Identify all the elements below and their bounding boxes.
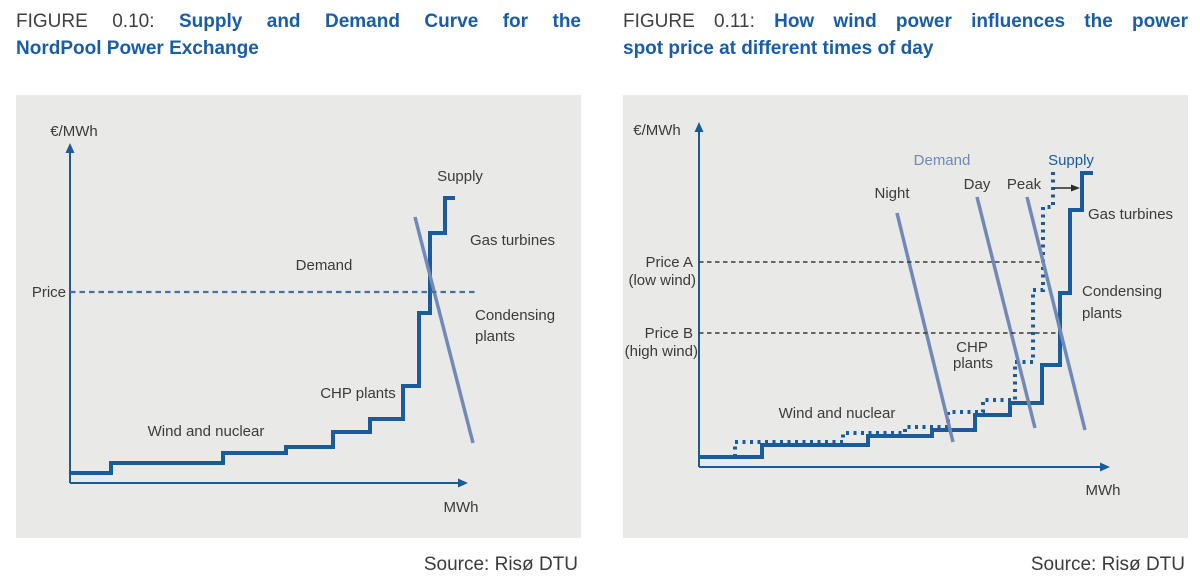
chart-panel-right: €/MWh Demand Supply Night Day Peak Price A (low…	[623, 95, 1188, 538]
svg-text:Wind and nuclear: Wind and nuclear	[779, 405, 896, 422]
svg-text:(high wind): (high wind)	[625, 343, 698, 360]
svg-text:Condensing: Condensing	[475, 307, 555, 324]
source-credit-right: Source: Risø DTU	[1030, 554, 1185, 575]
svg-text:Condensing: Condensing	[1082, 283, 1162, 300]
svg-text:CHP: CHP	[956, 339, 988, 356]
svg-text:plants: plants	[1082, 305, 1122, 322]
svg-text:Gas turbines: Gas turbines	[470, 232, 555, 249]
svg-text:Supply: Supply	[1048, 152, 1094, 169]
figure-0-11: FIGURE 0.11: How wind power influences t…	[623, 8, 1188, 575]
svg-text:(low wind): (low wind)	[628, 272, 696, 289]
figure-0-10-caption: FIGURE 0.10: Supply and Demand Curve for…	[16, 8, 581, 62]
caption-line-1: FIGURE 0.11: How wind power influences t…	[623, 8, 1188, 35]
source-credit-left: Source: Risø DTU	[423, 554, 578, 575]
svg-text:MWh: MWh	[444, 499, 479, 516]
caption-line-1: FIGURE 0.10: Supply and Demand Curve for…	[16, 8, 581, 35]
caption-prefix: FIGURE 0.10:	[16, 11, 155, 32]
figure-0-11-caption: FIGURE 0.11: How wind power influences t…	[623, 8, 1188, 62]
wind-price-chart: €/MWh Demand Supply Night Day Peak Price A(low…	[625, 122, 1173, 499]
svg-text:Price: Price	[32, 284, 66, 301]
svg-text:Peak: Peak	[1007, 176, 1042, 193]
caption-prefix: FIGURE 0.11:	[623, 11, 755, 32]
svg-text:Demand: Demand	[914, 152, 971, 169]
caption-title-part2: NordPool Power Exchange	[16, 38, 259, 59]
svg-text:Gas turbines: Gas turbines	[1088, 206, 1173, 223]
svg-text:€/MWh: €/MWh	[633, 122, 681, 139]
svg-text:Supply: Supply	[437, 168, 483, 185]
svg-text:Night: Night	[874, 185, 910, 202]
caption-title-part2: spot price at different times of day	[623, 38, 934, 59]
svg-text:Price B: Price B	[645, 325, 693, 342]
svg-text:MWh: MWh	[1086, 482, 1121, 499]
figure-0-10: FIGURE 0.10: Supply and Demand Curve for…	[16, 8, 581, 575]
chart-panel-left: €/MWh Supply Gas turbines Demand Price Conden…	[16, 95, 581, 538]
svg-text:Wind and nuclear: Wind and nuclear	[148, 423, 265, 440]
svg-text:Day: Day	[964, 176, 991, 193]
svg-text:Price A: Price A	[645, 254, 693, 271]
svg-text:CHP plants: CHP plants	[320, 385, 396, 402]
caption-title-part1: How wind power influences the power	[774, 11, 1188, 32]
caption-title-part1: Supply and Demand Curve for the	[178, 11, 582, 32]
supply-demand-chart: €/MWh Supply Gas turbines Demand Price Conden…	[32, 123, 555, 516]
svg-text:plants: plants	[475, 328, 515, 345]
svg-text:plants: plants	[953, 355, 993, 372]
svg-text:Demand: Demand	[296, 257, 353, 274]
svg-text:€/MWh: €/MWh	[50, 123, 98, 140]
